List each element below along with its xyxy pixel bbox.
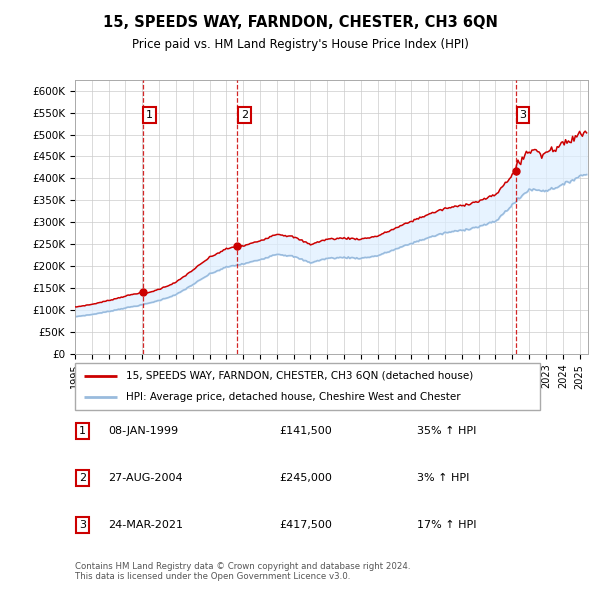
Text: 3: 3	[520, 110, 527, 120]
Text: £417,500: £417,500	[279, 520, 332, 530]
Text: 15, SPEEDS WAY, FARNDON, CHESTER, CH3 6QN: 15, SPEEDS WAY, FARNDON, CHESTER, CH3 6Q…	[103, 15, 497, 30]
Text: HPI: Average price, detached house, Cheshire West and Chester: HPI: Average price, detached house, Ches…	[126, 392, 461, 402]
Text: 2: 2	[241, 110, 248, 120]
Text: Price paid vs. HM Land Registry's House Price Index (HPI): Price paid vs. HM Land Registry's House …	[131, 38, 469, 51]
Text: 1: 1	[79, 426, 86, 435]
Text: 17% ↑ HPI: 17% ↑ HPI	[417, 520, 476, 530]
Text: £141,500: £141,500	[279, 426, 332, 435]
Text: 3% ↑ HPI: 3% ↑ HPI	[417, 473, 469, 483]
Text: 08-JAN-1999: 08-JAN-1999	[108, 426, 178, 435]
Text: 27-AUG-2004: 27-AUG-2004	[108, 473, 182, 483]
Text: 15, SPEEDS WAY, FARNDON, CHESTER, CH3 6QN (detached house): 15, SPEEDS WAY, FARNDON, CHESTER, CH3 6Q…	[126, 371, 473, 381]
Text: 35% ↑ HPI: 35% ↑ HPI	[417, 426, 476, 435]
Text: 2: 2	[79, 473, 86, 483]
FancyBboxPatch shape	[75, 363, 540, 410]
Text: £245,000: £245,000	[279, 473, 332, 483]
Text: 3: 3	[79, 520, 86, 530]
Text: Contains HM Land Registry data © Crown copyright and database right 2024.
This d: Contains HM Land Registry data © Crown c…	[75, 562, 410, 581]
Text: 1: 1	[146, 110, 153, 120]
Text: 24-MAR-2021: 24-MAR-2021	[108, 520, 183, 530]
